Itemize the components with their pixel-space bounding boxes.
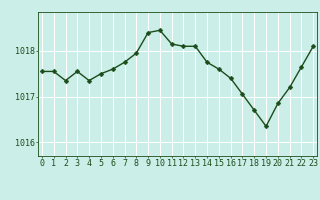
Text: Graphe pression niveau de la mer (hPa): Graphe pression niveau de la mer (hPa): [41, 179, 279, 189]
